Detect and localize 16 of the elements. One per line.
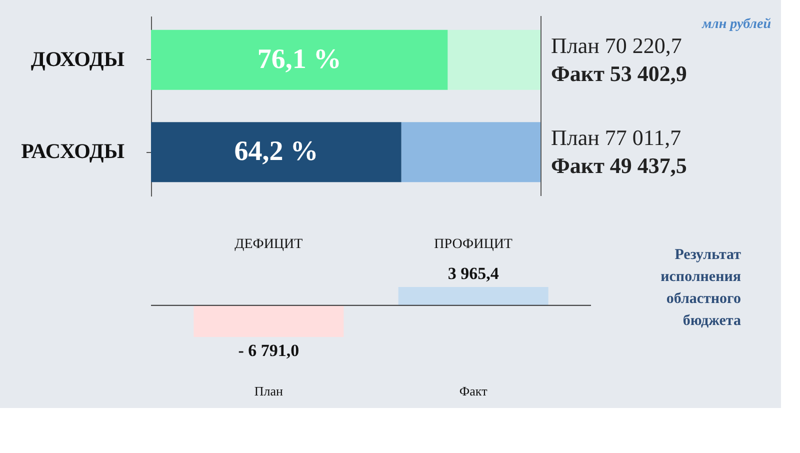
text: План 70 220,7 (551, 32, 682, 58)
text: Факт 53 402,9 (551, 60, 687, 86)
data-label: 3 965,4 (448, 264, 500, 283)
y-tick-label: РАСХОДЫ (21, 139, 125, 164)
text: Факт 49 437,5 (551, 153, 687, 178)
data-label: - 6 791,0 (238, 341, 300, 360)
x-tick-label: Факт (459, 384, 488, 398)
x-tick-label: План (254, 384, 284, 398)
text: План 77 011,7 (551, 125, 682, 150)
y-tick-label: ДОХОДЫ (30, 46, 125, 71)
text: ДЕФИЦИТ (234, 237, 304, 252)
text: ПРОФИЦИТ (434, 237, 513, 252)
data-label: 64,2 % (234, 136, 318, 168)
text: млн рублей (701, 17, 772, 32)
text: Результат исполнения областного бюджета (660, 247, 742, 329)
data-label: 76,1 % (257, 44, 342, 75)
